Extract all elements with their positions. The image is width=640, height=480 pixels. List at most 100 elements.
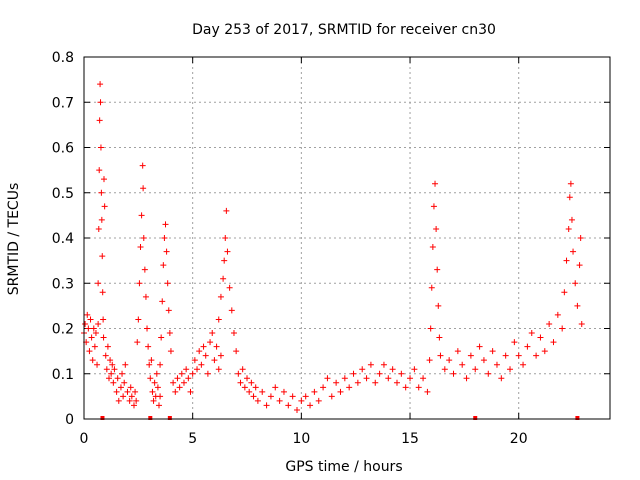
data-point bbox=[385, 375, 392, 382]
data-point bbox=[137, 244, 144, 251]
data-point bbox=[250, 393, 257, 400]
data-point bbox=[189, 370, 196, 377]
data-point bbox=[493, 361, 500, 368]
grid-lines bbox=[84, 57, 610, 419]
data-point bbox=[420, 375, 427, 382]
data-point bbox=[533, 352, 540, 359]
data-point bbox=[204, 370, 211, 377]
data-point bbox=[119, 370, 126, 377]
data-point bbox=[122, 361, 129, 368]
data-point bbox=[263, 402, 270, 409]
data-point bbox=[528, 330, 535, 337]
data-point bbox=[546, 320, 553, 327]
data-point bbox=[430, 203, 437, 210]
data-point bbox=[89, 357, 96, 364]
data-point bbox=[272, 384, 279, 391]
x-tick-label: 20 bbox=[510, 431, 528, 447]
data-point bbox=[124, 388, 131, 395]
data-point bbox=[252, 384, 259, 391]
data-point bbox=[280, 388, 287, 395]
x-tick-label: 10 bbox=[292, 431, 310, 447]
data-point bbox=[572, 280, 579, 287]
data-point bbox=[120, 393, 127, 400]
data-point bbox=[228, 307, 235, 314]
data-point bbox=[121, 379, 128, 386]
data-point bbox=[141, 266, 148, 273]
data-point bbox=[476, 343, 483, 350]
data-point bbox=[90, 325, 97, 332]
data-point bbox=[187, 388, 194, 395]
y-tick-label: 0.2 bbox=[52, 322, 74, 338]
data-point bbox=[221, 257, 228, 264]
data-point bbox=[159, 298, 166, 305]
data-point bbox=[140, 185, 147, 192]
data-point bbox=[502, 352, 509, 359]
data-point bbox=[103, 366, 110, 373]
data-point bbox=[98, 189, 105, 196]
data-point bbox=[167, 348, 174, 355]
data-point bbox=[441, 366, 448, 373]
data-point bbox=[267, 393, 274, 400]
x-axis-label: GPS time / hours bbox=[285, 459, 402, 475]
data-point bbox=[489, 348, 496, 355]
data-point bbox=[574, 302, 581, 309]
data-point bbox=[259, 388, 266, 395]
data-point bbox=[104, 343, 111, 350]
data-point bbox=[211, 357, 218, 364]
data-point bbox=[398, 370, 405, 377]
data-point bbox=[170, 379, 177, 386]
data-point bbox=[139, 162, 146, 169]
gap-marker bbox=[473, 416, 478, 420]
data-point bbox=[174, 375, 181, 382]
data-point bbox=[202, 352, 209, 359]
data-point bbox=[96, 167, 103, 174]
data-point bbox=[554, 311, 561, 318]
data-point bbox=[472, 366, 479, 373]
y-tick-label: 0.3 bbox=[52, 276, 74, 292]
data-point bbox=[233, 348, 240, 355]
data-point bbox=[134, 339, 141, 346]
data-point bbox=[320, 384, 327, 391]
data-point bbox=[97, 144, 104, 151]
data-point bbox=[222, 235, 229, 241]
data-point bbox=[157, 393, 164, 400]
data-point bbox=[178, 370, 185, 377]
data-point bbox=[515, 352, 522, 359]
data-point bbox=[140, 235, 147, 241]
data-point bbox=[359, 366, 366, 373]
data-point bbox=[94, 361, 101, 368]
data-point bbox=[220, 275, 227, 282]
data-point bbox=[507, 366, 514, 373]
data-point bbox=[138, 212, 145, 219]
data-point bbox=[566, 194, 573, 201]
data-point bbox=[96, 117, 103, 124]
data-point bbox=[200, 343, 207, 350]
data-point bbox=[230, 330, 237, 337]
data-point bbox=[132, 388, 139, 395]
y-axis-label: SRMTID / TECUs bbox=[6, 183, 22, 296]
data-point bbox=[105, 375, 112, 382]
data-point bbox=[95, 280, 102, 287]
y-tick-label: 0.4 bbox=[52, 231, 74, 247]
data-point bbox=[307, 402, 314, 409]
x-tick-label: 0 bbox=[80, 431, 89, 447]
data-point bbox=[435, 302, 442, 309]
y-tick-label: 0.1 bbox=[52, 367, 74, 383]
data-point bbox=[92, 330, 99, 337]
data-point bbox=[337, 388, 344, 395]
data-point bbox=[150, 397, 157, 404]
data-point bbox=[372, 379, 379, 386]
data-point bbox=[239, 366, 246, 373]
y-tick-label: 0.6 bbox=[52, 141, 74, 157]
data-point bbox=[432, 180, 439, 187]
data-point bbox=[354, 379, 361, 386]
data-point bbox=[563, 257, 570, 264]
data-point bbox=[180, 379, 187, 386]
y-tick-label: 0.7 bbox=[52, 95, 74, 111]
data-point bbox=[95, 225, 102, 232]
gap-marker bbox=[148, 416, 153, 420]
data-point bbox=[520, 361, 527, 368]
data-point bbox=[498, 375, 505, 382]
data-point bbox=[102, 352, 109, 359]
